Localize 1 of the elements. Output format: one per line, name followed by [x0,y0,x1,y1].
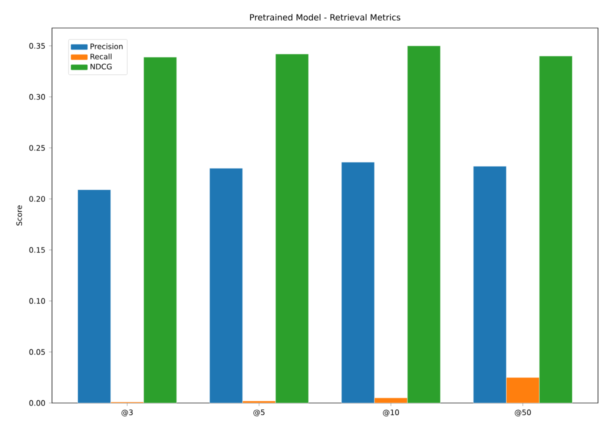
chart-title: Pretrained Model - Retrieval Metrics [250,14,400,21]
